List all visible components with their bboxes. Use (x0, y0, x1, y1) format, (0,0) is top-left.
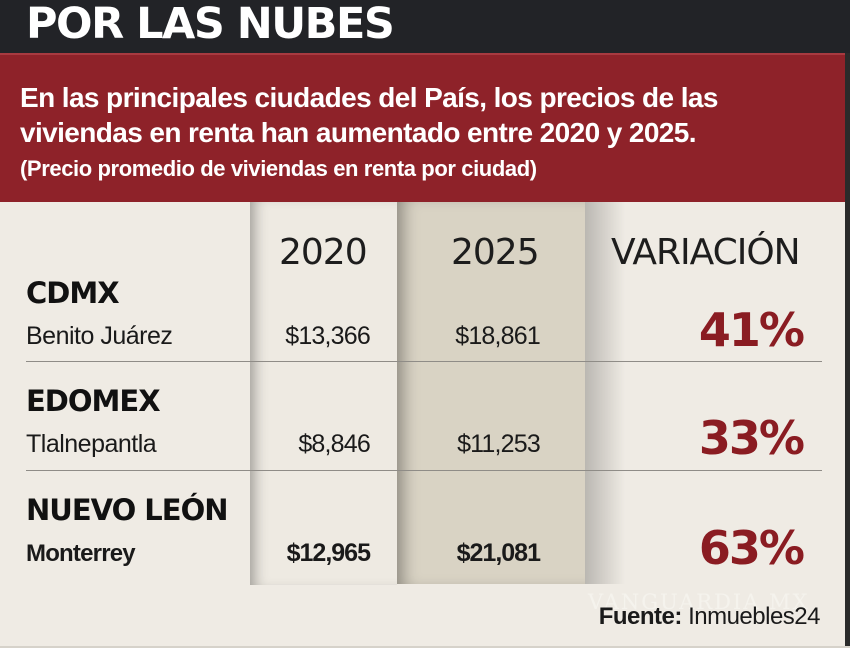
region-label: NUEVO LEÓN (26, 493, 229, 527)
value-2020: $12,965 (286, 539, 371, 567)
variation-percent: 33% (698, 411, 805, 465)
value-2020: $8,846 (298, 430, 370, 458)
city-label: Monterrey (26, 540, 136, 567)
value-2025: $11,253 (457, 430, 541, 458)
city-label: Benito Juárez (26, 322, 173, 350)
column-2025-panel (397, 202, 585, 584)
bottom-border (0, 646, 850, 648)
value-2020: $13,366 (285, 322, 371, 350)
column-header-variation: VARIACIÓN (611, 232, 801, 273)
header-bar: POR LAS NUBES (0, 0, 850, 53)
watermark: VANGUARDIA MX (588, 590, 810, 614)
row-divider (26, 470, 822, 471)
column-variation-shadow (585, 202, 625, 584)
source-label: Fuente: (598, 603, 683, 630)
column-2020-panel (250, 202, 397, 585)
region-label: EDOMEX (26, 384, 161, 418)
subtitle-line-1: En las principales ciudades del País, lo… (20, 82, 718, 113)
row-divider (26, 361, 822, 362)
column-header-2025: 2025 (451, 232, 540, 273)
value-2025: $21,081 (456, 539, 541, 567)
region-label: CDMX (26, 276, 120, 310)
subtitle-note: (Precio promedio de viviendas en renta p… (20, 156, 537, 181)
subtitle-band: En las principales ciudades del País, lo… (0, 53, 846, 202)
right-border (845, 53, 850, 648)
value-2025: $18,861 (455, 322, 541, 350)
infographic-title: POR LAS NUBES (26, 0, 395, 49)
city-label: Tlalnepantla (26, 430, 157, 458)
variation-percent: 41% (698, 303, 805, 357)
subtitle-line-2: viviendas en renta han aumentado entre 2… (20, 117, 697, 148)
source-credit: Fuente: Inmuebles24 (598, 603, 821, 631)
variation-percent: 63% (698, 521, 805, 575)
source-value: Inmuebles24 (688, 603, 820, 630)
column-header-2020: 2020 (279, 232, 368, 273)
